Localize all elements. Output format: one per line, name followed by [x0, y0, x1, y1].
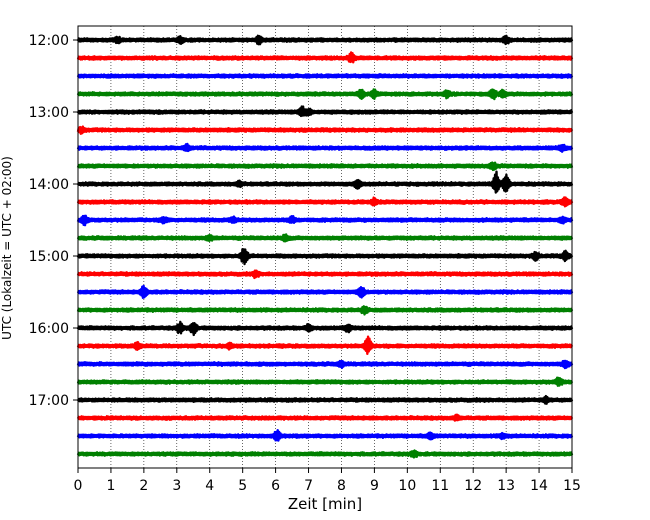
x-tick-label: 1: [106, 478, 115, 494]
trace-1445: [76, 233, 574, 243]
trace-1245: [76, 88, 574, 101]
y-axis-label: UTC (Lokalzeit = UTC + 02:00): [0, 156, 14, 340]
y-tick-label: 16:00: [29, 321, 69, 337]
trace-1415: [76, 196, 574, 208]
trace-1400: [76, 170, 574, 194]
x-tick-label: 0: [74, 478, 83, 494]
trace-1300: [76, 105, 574, 118]
trace-1515: [76, 269, 574, 280]
trace-1215: [76, 51, 574, 64]
x-tick-label: 5: [238, 478, 247, 494]
x-tick-label: 11: [431, 478, 449, 494]
trace-1600: [76, 320, 574, 337]
x-tick-label: 3: [172, 478, 181, 494]
x-tick-label: 6: [271, 478, 280, 494]
trace-1545: [76, 305, 574, 316]
trace-1700: [76, 394, 574, 405]
y-tick-label: 15:00: [29, 249, 69, 265]
trace-1730: [76, 428, 574, 442]
trace-1345: [76, 161, 574, 172]
y-tick-label: 14:00: [29, 177, 69, 193]
trace-1645: [76, 376, 574, 387]
trace-1715: [76, 413, 574, 422]
trace-1315: [76, 125, 574, 135]
y-tick-label: 17:00: [29, 393, 69, 409]
x-tick-label: 7: [304, 478, 313, 494]
trace-1330: [76, 142, 574, 153]
trace-1530: [76, 284, 574, 300]
x-tick-label: 9: [370, 478, 379, 494]
trace-1630: [76, 359, 574, 370]
y-tick-label: 12:00: [29, 33, 69, 49]
trace-1200: [76, 34, 574, 46]
seismogram-traces: [76, 34, 574, 459]
trace-1745: [76, 449, 574, 459]
x-tick-label: 8: [337, 478, 346, 494]
y-tick-label: 13:00: [29, 105, 69, 121]
x-tick-label: 13: [497, 478, 515, 494]
x-tick-label: 12: [464, 478, 482, 494]
y-axis-ticks: 12:00 13:00 14:00 15:00 16:00 17:00: [29, 33, 78, 409]
trace-1500: [76, 248, 574, 266]
x-axis-label: Zeit [min]: [288, 495, 362, 513]
x-tick-label: 2: [139, 478, 148, 494]
trace-1230: [76, 73, 574, 79]
trace-1430: [76, 214, 574, 227]
x-tick-label: 15: [563, 478, 581, 494]
x-tick-label: 4: [205, 478, 214, 494]
x-axis-ticks: 0 1 2 3 4 5 6 7 8 9 10 11 12 13 14 15: [74, 468, 581, 494]
x-tick-label: 14: [530, 478, 548, 494]
plot-frame: [77, 25, 573, 469]
x-tick-label: 10: [398, 478, 416, 494]
trace-1615: [76, 335, 574, 356]
